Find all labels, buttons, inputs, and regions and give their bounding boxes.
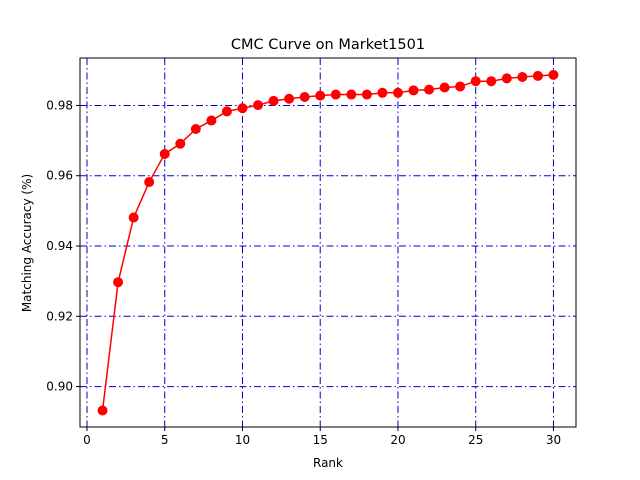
data-point <box>221 106 232 117</box>
data-point <box>253 100 264 111</box>
data-point <box>284 93 295 104</box>
x-tick-label: 30 <box>546 433 561 447</box>
x-tick-label: 25 <box>468 433 483 447</box>
data-point <box>206 115 217 126</box>
x-tick-label: 5 <box>161 433 169 447</box>
y-tick-label: 0.98 <box>46 98 73 112</box>
grid-lines <box>80 58 576 427</box>
data-point <box>470 76 481 87</box>
data-point <box>315 90 326 101</box>
data-point <box>113 277 124 288</box>
plot-frame <box>79 57 577 428</box>
x-tick-label: 20 <box>390 433 405 447</box>
data-point <box>548 69 559 80</box>
data-point <box>128 212 139 223</box>
data-point <box>424 84 435 95</box>
y-tick-label: 0.94 <box>46 239 73 253</box>
data-point <box>175 138 186 149</box>
y-tick-label: 0.90 <box>46 380 73 394</box>
chart-title: CMC Curve on Market1501 <box>231 37 425 53</box>
x-axis-ticks: 0 5 10 15 20 25 30 <box>83 427 561 447</box>
x-axis-label: Rank <box>313 456 343 470</box>
y-tick-label: 0.96 <box>46 169 73 183</box>
data-point <box>97 405 108 416</box>
x-tick-label: 15 <box>313 433 328 447</box>
data-point <box>486 76 497 87</box>
data-point <box>361 89 372 100</box>
series-layer <box>97 69 559 416</box>
data-point <box>144 177 155 188</box>
y-axis-ticks: 0.90 0.92 0.94 0.96 0.98 <box>46 98 80 394</box>
data-point <box>268 95 279 106</box>
y-axis-label: Matching Accuracy (%) <box>20 174 34 312</box>
x-tick-label: 0 <box>83 433 91 447</box>
series-line <box>101 74 554 411</box>
y-tick-label: 0.92 <box>46 309 73 323</box>
data-point <box>455 81 466 92</box>
data-point <box>392 87 403 98</box>
data-point <box>330 89 341 100</box>
data-point <box>439 82 450 93</box>
data-point <box>517 71 528 82</box>
data-point <box>237 103 248 114</box>
data-point <box>346 89 357 100</box>
data-point <box>377 87 388 98</box>
data-point <box>532 70 543 81</box>
data-point <box>159 148 170 159</box>
x-tick-label: 10 <box>235 433 250 447</box>
data-point <box>299 92 310 103</box>
data-point <box>408 85 419 96</box>
data-point <box>501 73 512 84</box>
data-point <box>190 123 201 134</box>
